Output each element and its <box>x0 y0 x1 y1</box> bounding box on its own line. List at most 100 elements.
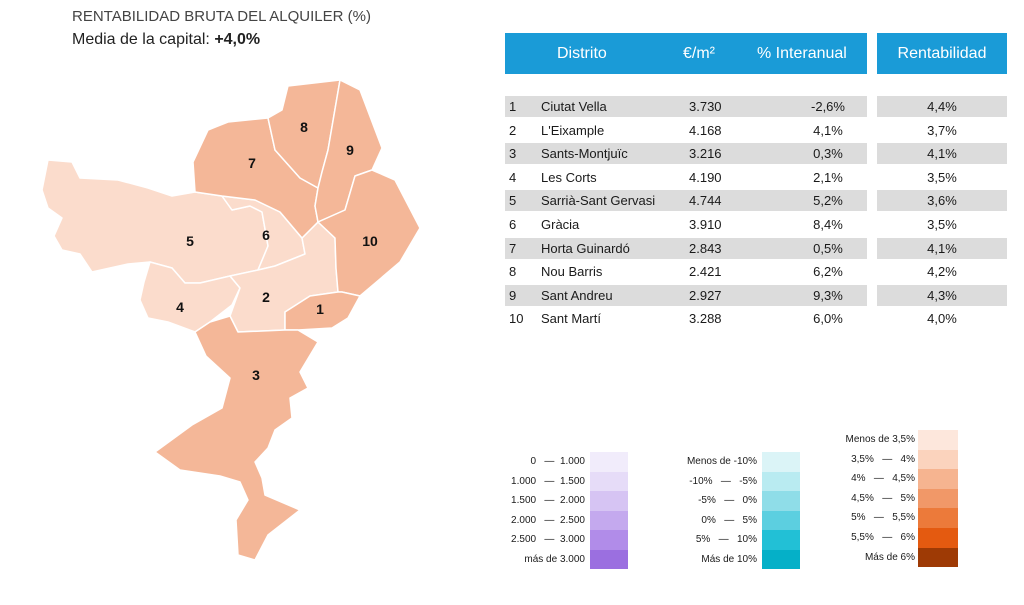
district-1 <box>284 291 361 331</box>
cell-distrito: Ciutat Vella <box>541 99 607 114</box>
table-row: 6 Gràcia 3.910 8,4% 3,5% <box>505 214 1007 235</box>
table-row: 1 Ciutat Vella 3.730 -2,6% 4,4% <box>505 96 1007 117</box>
cell-interanual: 0,3% <box>813 146 843 162</box>
legend-price-swatch <box>590 471 628 491</box>
district-3 <box>154 315 319 561</box>
table-row: 2 L'Eixample 4.168 4,1% 3,7% <box>505 120 1007 141</box>
cell-interanual: 4,1% <box>813 122 843 138</box>
cell-rentabilidad: 4,0% <box>927 311 957 327</box>
cell-interanual: 6,2% <box>813 264 843 280</box>
cell-num: 6 <box>509 217 517 232</box>
legend-price-label: 1.500 — 2.000 <box>511 495 585 506</box>
cell-rentabilidad: 3,6% <box>927 193 957 209</box>
map-label-4: 4 <box>176 299 184 315</box>
legend-rent-label: 3,5% — 4% <box>851 453 915 465</box>
chart-title: RENTABILIDAD BRUTA DEL ALQUILER (%) <box>72 8 371 25</box>
cell-rentabilidad: 3,5% <box>927 169 957 185</box>
legend-rent-label: Menos de 3,5% <box>845 434 916 445</box>
cell-distrito: Sants-Montjuïc <box>541 146 628 162</box>
legend-rent-label: 5,5% — 6% <box>851 532 915 543</box>
district-map: 1 2 3 4 5 6 7 8 9 10 <box>41 79 421 561</box>
cell-num: 4 <box>509 169 517 185</box>
table-row: 8 Nou Barris 2.421 6,2% 4,2% <box>505 261 1007 282</box>
legend-annual-label: Menos de -10% <box>686 456 757 467</box>
legend-rent-swatch <box>918 528 958 548</box>
legend-rent-swatch <box>918 469 958 489</box>
cell-rentabilidad: 4,2% <box>927 264 957 280</box>
legend-price-swatch <box>590 510 628 530</box>
legend-annual-label: -5% — 0% <box>698 495 757 506</box>
col-header-rentabilidad: Rentabilidad <box>897 44 987 62</box>
cell-eur-m2: 4.190 <box>689 169 722 185</box>
map-label-1: 1 <box>316 301 324 317</box>
chart-subtitle: Media de la capital: +4,0% <box>72 31 261 48</box>
legend-rent-label: 5% — 5,5% <box>851 512 915 524</box>
cell-num: 8 <box>509 264 517 280</box>
legend-rent-label: Más de 6% <box>864 551 915 563</box>
cell-num: 9 <box>509 287 517 303</box>
cell-interanual: 0,5% <box>813 240 843 256</box>
legend-annual-swatch <box>762 510 800 530</box>
cell-eur-m2: 2.843 <box>689 240 722 256</box>
legend-annual-swatch <box>762 549 800 569</box>
cell-distrito: L'Eixample <box>541 122 605 138</box>
cell-num: 3 <box>509 146 517 162</box>
cell-eur-m2: 3.730 <box>689 99 722 114</box>
cell-distrito: Nou Barris <box>541 264 603 280</box>
cell-num: 10 <box>509 311 524 327</box>
cell-interanual: 2,1% <box>813 169 843 185</box>
legend-rent-swatch <box>918 449 958 470</box>
table-row: 5 Sarrià-Sant Gervasi 4.744 5,2% 3,6% <box>505 190 1007 212</box>
legend-price-label: 2.500 — 3.000 <box>511 534 585 545</box>
cell-eur-m2: 3.910 <box>689 217 722 232</box>
cell-eur-m2: 3.288 <box>689 311 722 327</box>
map-label-10: 10 <box>362 233 378 249</box>
legend-annual-label: 5% — 10% <box>695 534 757 545</box>
average-value: +4,0% <box>214 31 261 48</box>
legend-rent-label: 4% — 4,5% <box>851 473 915 485</box>
cell-rentabilidad: 4,3% <box>927 287 957 303</box>
cell-distrito: Gràcia <box>541 217 580 232</box>
cell-rentabilidad: 4,4% <box>927 99 957 114</box>
map-label-7: 7 <box>248 155 256 171</box>
cell-eur-m2: 4.744 <box>689 193 722 209</box>
cell-distrito: Sant Andreu <box>541 287 613 303</box>
legend-annual-label: 0% — 5% <box>701 514 757 526</box>
map-label-2: 2 <box>262 289 270 305</box>
cell-eur-m2: 2.927 <box>689 287 722 303</box>
col-header-interanual: % Interanual <box>757 44 847 62</box>
map-label-6: 6 <box>262 227 270 243</box>
map-label-9: 9 <box>346 142 354 158</box>
table-header: Distrito €/m² % Interanual <box>505 33 867 74</box>
cell-distrito: Sarrià-Sant Gervasi <box>541 193 656 209</box>
legend-price-swatch <box>590 530 628 550</box>
table-header-rentabilidad: Rentabilidad <box>877 33 1007 74</box>
legend-rent-swatch <box>918 547 958 568</box>
cell-num: 1 <box>509 99 517 114</box>
cell-distrito: Les Corts <box>541 169 597 185</box>
cell-eur-m2: 3.216 <box>689 146 722 162</box>
legend-rent-swatch <box>918 488 958 509</box>
legend-price-label: 1.000 — 1.500 <box>511 475 585 487</box>
legend-price-label: 0 — 1.000 <box>530 456 585 467</box>
district-4 <box>139 261 241 333</box>
table-row: 9 Sant Andreu 2.927 9,3% 4,3% <box>505 284 1007 306</box>
cell-rentabilidad: 4,1% <box>927 146 957 162</box>
cell-eur-m2: 2.421 <box>689 264 722 280</box>
map-label-5: 5 <box>186 233 194 249</box>
cell-distrito: Horta Guinardó <box>541 240 630 256</box>
legend-price-label: 2.000 — 2.500 <box>511 514 585 526</box>
table-row: 7 Horta Guinardó 2.843 0,5% 4,1% <box>505 237 1007 259</box>
cell-rentabilidad: 3,5% <box>927 217 957 232</box>
legend-price-swatch <box>590 452 628 472</box>
cell-interanual: 8,4% <box>813 217 843 232</box>
map-label-8: 8 <box>300 119 308 135</box>
legend-annual-swatch <box>762 471 800 491</box>
cell-num: 7 <box>509 240 517 256</box>
col-header-eur-m2: €/m² <box>683 44 715 62</box>
cell-interanual: -2,6% <box>811 99 845 114</box>
cell-interanual: 5,2% <box>813 193 843 209</box>
cell-rentabilidad: 4,1% <box>927 240 957 256</box>
map-label-3: 3 <box>252 367 260 383</box>
cell-num: 2 <box>509 122 517 138</box>
